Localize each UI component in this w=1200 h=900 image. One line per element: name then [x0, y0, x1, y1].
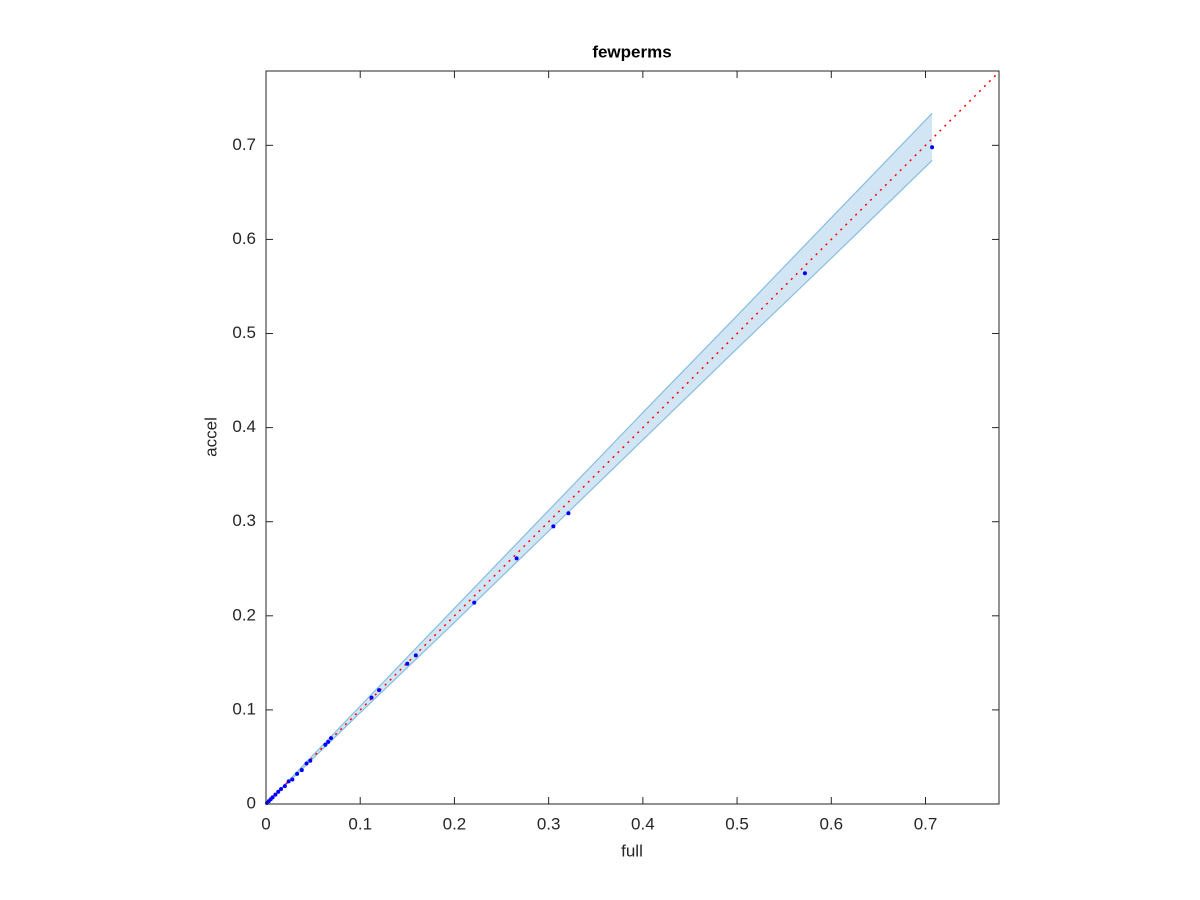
point	[377, 688, 382, 693]
point	[279, 786, 284, 791]
point	[802, 271, 807, 276]
y-tick-label: 0	[247, 793, 256, 812]
x-tick-label: 0.2	[443, 814, 467, 833]
y-tick-label: 0.7	[232, 135, 256, 154]
point	[290, 777, 295, 782]
x-tick-label: 0.6	[819, 814, 843, 833]
point	[329, 736, 334, 741]
y-axis-label: accel	[201, 417, 220, 457]
y-tick-label: 0.1	[232, 699, 256, 718]
y-tick-label: 0.2	[232, 605, 256, 624]
point	[323, 742, 328, 747]
point	[930, 145, 935, 150]
point	[304, 761, 309, 766]
x-tick-label: 0.7	[914, 814, 938, 833]
point	[551, 524, 556, 529]
plot-frame	[265, 70, 1000, 805]
point	[286, 779, 291, 784]
y-tick-label: 0.6	[232, 229, 256, 248]
point	[273, 792, 278, 797]
x-tick-label: 0.5	[725, 814, 749, 833]
x-tick-label: 0	[261, 814, 270, 833]
y-tick-label: 0.3	[232, 511, 256, 530]
point	[566, 511, 571, 516]
point	[326, 739, 331, 744]
point	[276, 789, 281, 794]
x-tick-label: 0.1	[348, 814, 372, 833]
point	[413, 653, 418, 658]
point	[369, 695, 374, 700]
chart-title: fewperms	[592, 42, 671, 61]
point	[472, 600, 477, 605]
band-edge	[265, 112, 933, 805]
band-edge	[265, 159, 933, 805]
point	[514, 556, 519, 561]
point	[295, 771, 300, 776]
x-tick-label: 0.4	[631, 814, 655, 833]
point	[282, 784, 287, 789]
point	[405, 661, 410, 666]
point	[299, 768, 304, 773]
y-tick-label: 0.4	[232, 417, 256, 436]
x-axis-label: full	[621, 841, 643, 860]
point	[308, 758, 313, 763]
x-tick-label: 0.3	[537, 814, 561, 833]
y-tick-label: 0.5	[232, 323, 256, 342]
